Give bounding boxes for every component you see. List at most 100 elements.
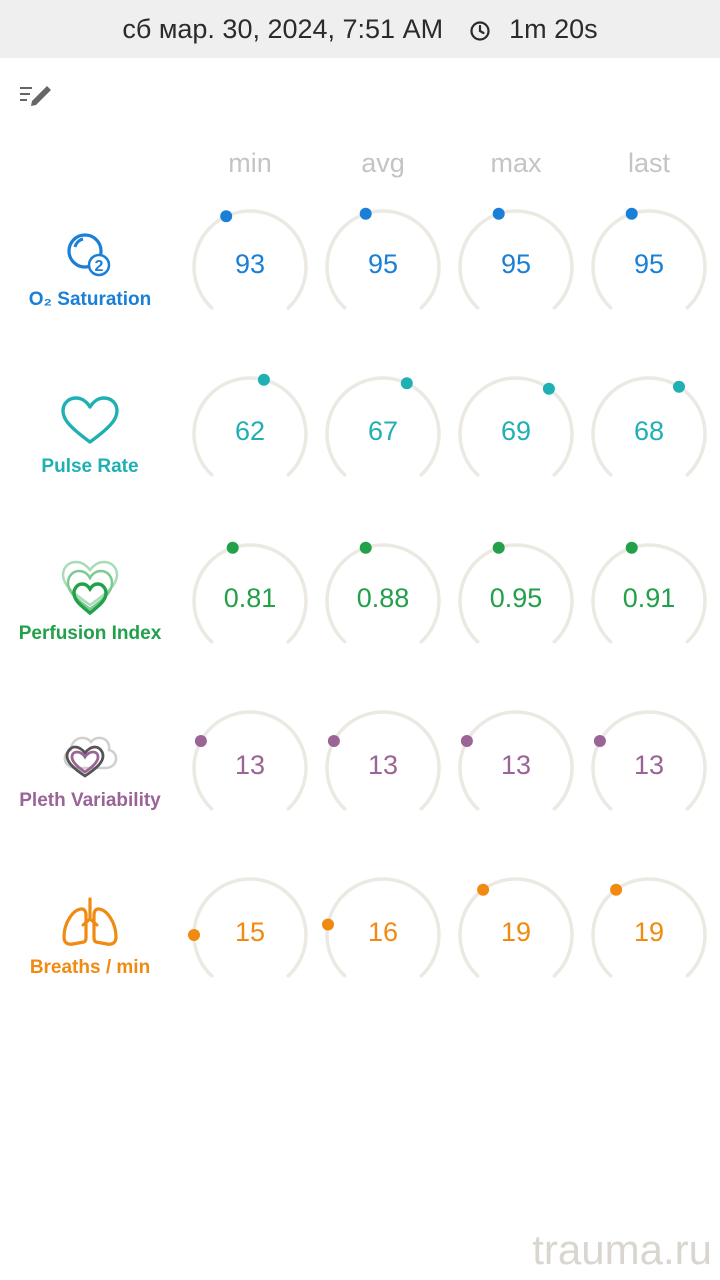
gauge-track [325,877,441,978]
lungs-icon [55,893,125,953]
gauge-indicator [593,735,606,747]
gauge-track [458,710,574,811]
gauge-min: 13 [188,706,312,816]
metric-label: Pulse Rate [41,456,139,477]
gauge-last: 19 [587,873,711,983]
session-datetime: сб мар. 30, 2024, 7:51 AM [122,13,444,44]
gauge-value: 19 [500,917,532,947]
gauge-value: 95 [500,249,532,279]
gauge-avg: 0.88 [321,539,445,649]
session-header: сб мар. 30, 2024, 7:51 AM 1m 20s [0,0,720,58]
gauge-value: 16 [367,917,399,947]
gauge-track [192,209,308,310]
gauge-indicator [625,207,638,220]
gauge-value: 68 [633,416,665,446]
gauge-avg: 13 [321,706,445,816]
gauge-indicator [359,541,372,554]
gauge-max: 0.95 [454,539,578,649]
gauge-value: 95 [367,249,399,279]
metric-label: Pleth Variability [19,790,161,811]
gauge-last: 13 [587,706,711,816]
metric-label: Breaths / min [29,957,151,978]
heart-icon [55,392,125,452]
gauge-track [458,877,574,978]
svg-text:2: 2 [95,258,104,275]
pleth-variability-icon [55,726,125,786]
gauge-value: 13 [633,750,665,780]
gauge-avg: 16 [321,873,445,983]
gauge-indicator [257,373,270,386]
gauge-value: 93 [234,249,266,279]
gauge-track [591,209,707,310]
metric-label: O₂ Saturation [28,289,152,310]
edit-list-button[interactable] [16,78,56,110]
gauge-track [458,209,574,310]
gauge-value: 67 [367,416,399,446]
session-duration: 1m 20s [509,13,598,44]
gauge-indicator [322,918,334,931]
o2-saturation-icon: 2 [55,225,125,285]
gauge-track [192,376,308,477]
gauge-value: 69 [500,416,532,446]
gauge-track [458,376,574,477]
column-header-max: max [490,148,542,178]
gauge-last: 95 [587,205,711,315]
gauge-indicator [492,541,505,554]
gauge-avg: 95 [321,205,445,315]
gauge-track [458,543,574,644]
gauge-min: 0.81 [188,539,312,649]
column-header-avg: avg [361,148,405,178]
gauge-track [591,376,707,477]
edit-list-icon [20,86,51,106]
gauge-indicator [492,207,505,220]
gauge-value: 15 [234,917,266,947]
gauge-track [325,543,441,644]
gauge-track [591,710,707,811]
gauge-indicator [226,541,239,554]
gauge-track [591,543,707,644]
perfusion-heart-icon [55,559,125,619]
gauge-value: 0.81 [223,583,277,613]
gauge-last: 68 [587,372,711,482]
gauge-value: 13 [234,750,266,780]
gauge-indicator [673,380,685,393]
clock-icon [469,18,491,41]
gauge-value: 13 [367,750,399,780]
gauge-min: 15 [188,873,312,983]
gauge-track [192,543,308,644]
column-header-min: min [228,148,272,178]
gauge-last: 0.91 [587,539,711,649]
gauge-value: 0.88 [356,583,410,613]
gauge-avg: 67 [321,372,445,482]
gauge-indicator [460,735,473,747]
gauge-indicator [610,883,623,896]
gauge-track [591,877,707,978]
gauge-track [192,710,308,811]
gauge-max: 69 [454,372,578,482]
column-header-last: last [627,148,671,178]
gauge-indicator [359,207,372,220]
metric-label: Perfusion Index [18,623,162,644]
gauge-min: 62 [188,372,312,482]
gauge-max: 95 [454,205,578,315]
gauge-indicator [188,929,200,941]
gauge-indicator [194,735,207,747]
gauge-value: 13 [500,750,532,780]
gauge-indicator [542,382,555,395]
gauge-value: 62 [234,416,266,446]
gauge-indicator [625,541,638,554]
gauge-value: 0.95 [489,583,543,613]
gauge-track [325,209,441,310]
gauge-indicator [327,735,340,747]
gauge-max: 13 [454,706,578,816]
gauge-max: 19 [454,873,578,983]
watermark: trauma.ru [532,1226,712,1273]
gauge-track [325,710,441,811]
gauge-indicator [220,210,233,223]
gauge-indicator [477,883,490,896]
gauge-min: 93 [188,205,312,315]
gauge-value: 19 [633,917,665,947]
gauge-value: 0.91 [622,583,676,613]
gauge-track [325,376,441,477]
gauge-indicator [400,377,413,390]
